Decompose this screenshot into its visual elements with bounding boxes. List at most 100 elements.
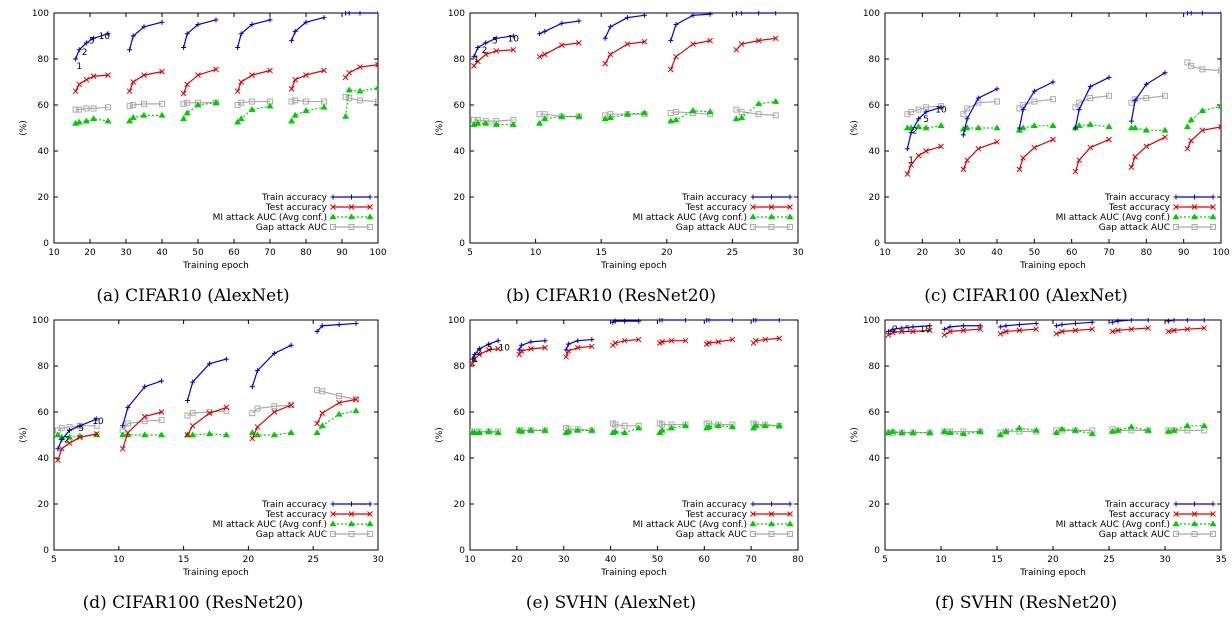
data-point-test [105, 72, 111, 78]
data-point-test [271, 409, 278, 415]
data-point-mi [1144, 426, 1152, 433]
data-point-test [729, 336, 736, 343]
data-point-train [83, 40, 89, 46]
x-tick-label: 5 [467, 248, 473, 258]
data-point-train [964, 116, 970, 122]
epoch-annotation: 2 [912, 126, 918, 136]
data-point-gap [994, 98, 1000, 105]
legend-marker-train [1173, 501, 1179, 507]
data-point-test [493, 48, 500, 54]
data-point-mi [658, 426, 666, 433]
data-point-gap [1128, 99, 1135, 106]
data-point-mi [180, 115, 188, 122]
data-point-mi [356, 87, 364, 94]
data-point-train [1171, 318, 1177, 323]
data-point-test [574, 344, 581, 351]
x-tick-label: 10 [530, 248, 542, 258]
series-line-train [291, 17, 325, 41]
legend-marker-mi [366, 213, 374, 220]
data-point-train [537, 31, 543, 37]
data-point-mi [761, 422, 769, 429]
data-point-mi [541, 426, 549, 433]
x-tick-label: 50 [1029, 248, 1041, 258]
legend-marker-gap [348, 531, 355, 537]
data-point-mi [234, 118, 242, 125]
data-point-mi [606, 114, 614, 120]
epoch-annotation: 1 [472, 355, 478, 365]
legend-label-test: Test accuracy [265, 203, 328, 213]
data-point-test [682, 337, 689, 344]
data-point-gap [1143, 95, 1150, 102]
data-point-mi [1183, 422, 1191, 429]
y-tick-label: 20 [454, 193, 466, 203]
data-point-test [1016, 166, 1023, 173]
data-point-test [321, 67, 327, 74]
x-tick-label: 40 [156, 248, 168, 258]
data-point-train [159, 378, 165, 384]
data-point-mi [318, 422, 326, 429]
data-point-test [588, 343, 595, 350]
legend-marker-test [750, 511, 756, 517]
data-point-test [1143, 143, 1150, 150]
series-line-train [1000, 322, 1037, 328]
y-tick-label: 20 [869, 193, 881, 203]
chart-panel-3: 10 20 30 40 50 60 70 80 90 100 0 20 40 60 80 100 Trainin… [850, 9, 1230, 271]
legend-label-test: Test accuracy [1108, 203, 1171, 213]
legend-marker-train [769, 194, 774, 200]
data-point-train [589, 337, 595, 343]
data-point-train [346, 11, 352, 16]
x-tick-label: 20 [84, 248, 96, 258]
data-point-train [125, 404, 131, 410]
data-point-mi [374, 84, 378, 91]
series-line-train [251, 344, 292, 387]
data-point-mi [527, 426, 535, 433]
legend-marker-train [787, 501, 793, 507]
data-point-test [641, 38, 648, 45]
data-point-mi [772, 97, 780, 104]
data-point-train [1184, 318, 1190, 323]
series-line-mi [1056, 428, 1093, 435]
series-line-test [1000, 328, 1037, 335]
epoch-annotation: 2 [482, 46, 488, 56]
data-point-test [516, 351, 523, 358]
data-point-train [288, 342, 294, 348]
data-point-train [668, 38, 674, 44]
data-point-train [1072, 320, 1078, 326]
data-point-test [715, 338, 722, 345]
y-axis-label: (%) [435, 427, 445, 443]
data-point-train [73, 56, 79, 62]
data-point-test [336, 399, 342, 406]
epoch-annotation: 5 [923, 115, 929, 125]
data-point-test [659, 338, 665, 345]
data-point-gap [672, 108, 679, 115]
data-point-test [1132, 153, 1138, 160]
legend-marker-train [1210, 501, 1216, 507]
data-point-mi [302, 107, 310, 114]
data-point-test [72, 88, 79, 95]
data-point-test [706, 340, 712, 346]
data-point-test [1059, 328, 1065, 335]
legend-marker-gap [787, 224, 793, 230]
x-axis-label: Training epoch [600, 261, 667, 271]
data-point-mi [104, 117, 112, 124]
legend-marker-test [348, 511, 355, 517]
data-point-test [76, 81, 83, 88]
data-point-train [1020, 107, 1026, 113]
data-point-test [476, 351, 483, 358]
data-point-mi [672, 116, 680, 123]
series-line-gap [612, 422, 639, 427]
data-point-train [916, 116, 922, 122]
legend-label-test: Test accuracy [1108, 510, 1171, 520]
data-point-test [1109, 328, 1116, 335]
data-point-train [1165, 318, 1171, 324]
y-tick-label: 80 [38, 362, 50, 372]
data-point-train [375, 11, 378, 16]
data-point-train [493, 35, 499, 41]
data-point-train [1016, 322, 1022, 328]
data-point-test [213, 66, 219, 73]
series-line-test [1186, 126, 1221, 149]
data-point-train [947, 324, 953, 330]
data-point-gap [346, 95, 353, 102]
